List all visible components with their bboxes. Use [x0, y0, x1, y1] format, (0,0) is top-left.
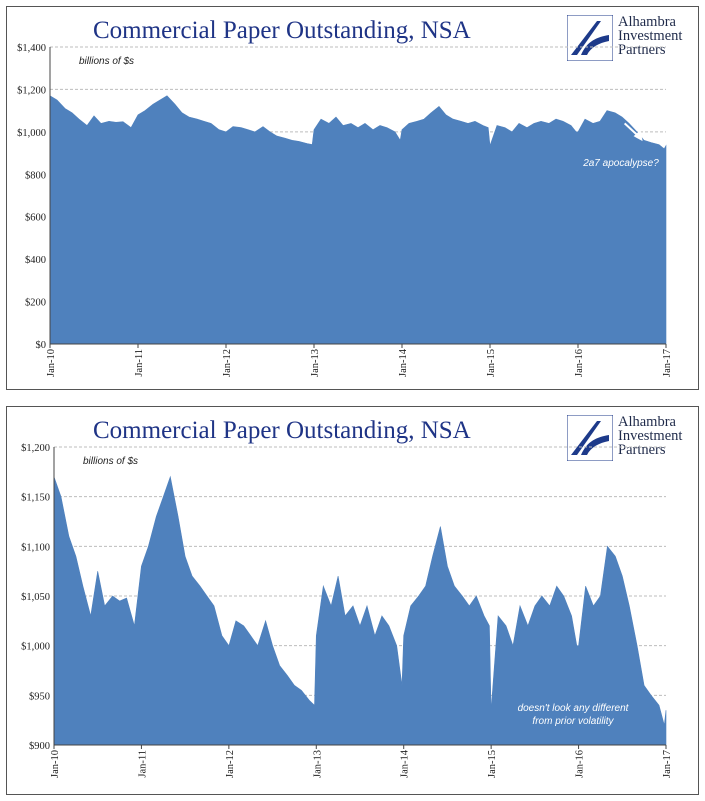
chart-panel-bottom: Commercial Paper Outstanding, NSA Alhamb…: [6, 406, 699, 795]
x-tick-label: Jan-13: [310, 349, 321, 377]
area-chart-top: $0 $200 $400 $600 $800 $1,000 $1,200 $1,400 Jan-…: [17, 43, 673, 377]
area-series: [53, 475, 667, 746]
x-tick-label: Jan-14: [400, 749, 411, 778]
logo-line-1: Alhambra: [618, 414, 676, 430]
logo-line-3: Partners: [618, 42, 666, 58]
annotation-text-line-2: from prior volatility: [532, 716, 614, 727]
logo-line-3: Partners: [618, 442, 666, 458]
x-tick-label: Jan-15: [486, 349, 497, 377]
y-tick-label: $0: [36, 340, 47, 351]
x-tick-label: Jan-16: [574, 349, 585, 377]
annotation-arrowhead: [633, 130, 643, 142]
alhambra-logo-icon: [567, 15, 613, 61]
x-tick-label: Jan-16: [575, 750, 586, 778]
chart-title: Commercial Paper Outstanding, NSA: [93, 17, 471, 44]
logo: Alhambra Investment Partners: [567, 413, 695, 461]
x-tick-label: Jan-10: [50, 750, 61, 778]
x-tick-label: Jan-12: [225, 750, 236, 778]
y-tick-label: $950: [29, 691, 50, 702]
y-tick-label: $900: [29, 741, 50, 752]
area-series: [49, 95, 667, 345]
x-tick-label: Jan-11: [137, 750, 148, 778]
y-tick-label: $1,100: [21, 542, 50, 553]
x-tick-label: Jan-17: [662, 349, 673, 377]
x-tick-label: Jan-11: [134, 349, 145, 377]
chart-title: Commercial Paper Outstanding, NSA: [93, 417, 471, 444]
x-tick-label: Jan-17: [662, 750, 673, 778]
y-tick-label: $800: [25, 170, 46, 181]
y-tick-label: $1,050: [21, 592, 50, 603]
y-tick-label: $1,000: [17, 128, 46, 139]
logo-line-1: Alhambra: [618, 14, 676, 30]
y-tick-label: $400: [25, 255, 46, 266]
logo: Alhambra Investment Partners: [567, 13, 695, 61]
y-tick-label: $1,200: [21, 443, 50, 454]
y-tick-label: $200: [25, 298, 46, 309]
area-chart-bottom: $900 $950 $1,000 $1,050 $1,100 $1,150 $1,200 Ja…: [21, 443, 673, 778]
y-tick-label: $1,400: [17, 43, 46, 54]
x-tick-label: Jan-13: [312, 750, 323, 778]
x-tick-label: Jan-10: [46, 349, 57, 377]
alhambra-logo-icon: [567, 415, 613, 461]
units-label: billions of $s: [79, 56, 134, 67]
y-tick-label: $1,000: [21, 642, 50, 653]
x-tick-label: Jan-14: [398, 348, 409, 377]
logo-line-2: Investment: [618, 428, 683, 444]
x-tick-label: Jan-12: [222, 349, 233, 377]
y-tick-label: $600: [25, 213, 46, 224]
y-tick-label: $1,150: [21, 493, 50, 504]
annotation-text-line-1: doesn't look any different: [518, 703, 630, 714]
logo-line-2: Investment: [618, 28, 683, 44]
x-tick-label: Jan-15: [487, 750, 498, 778]
chart-panel-top: Commercial Paper Outstanding, NSA Alhamb…: [6, 6, 699, 390]
y-tick-label: $1,200: [17, 85, 46, 96]
annotation-text: 2a7 apocalypse?: [582, 158, 659, 169]
units-label: billions of $s: [83, 456, 138, 467]
